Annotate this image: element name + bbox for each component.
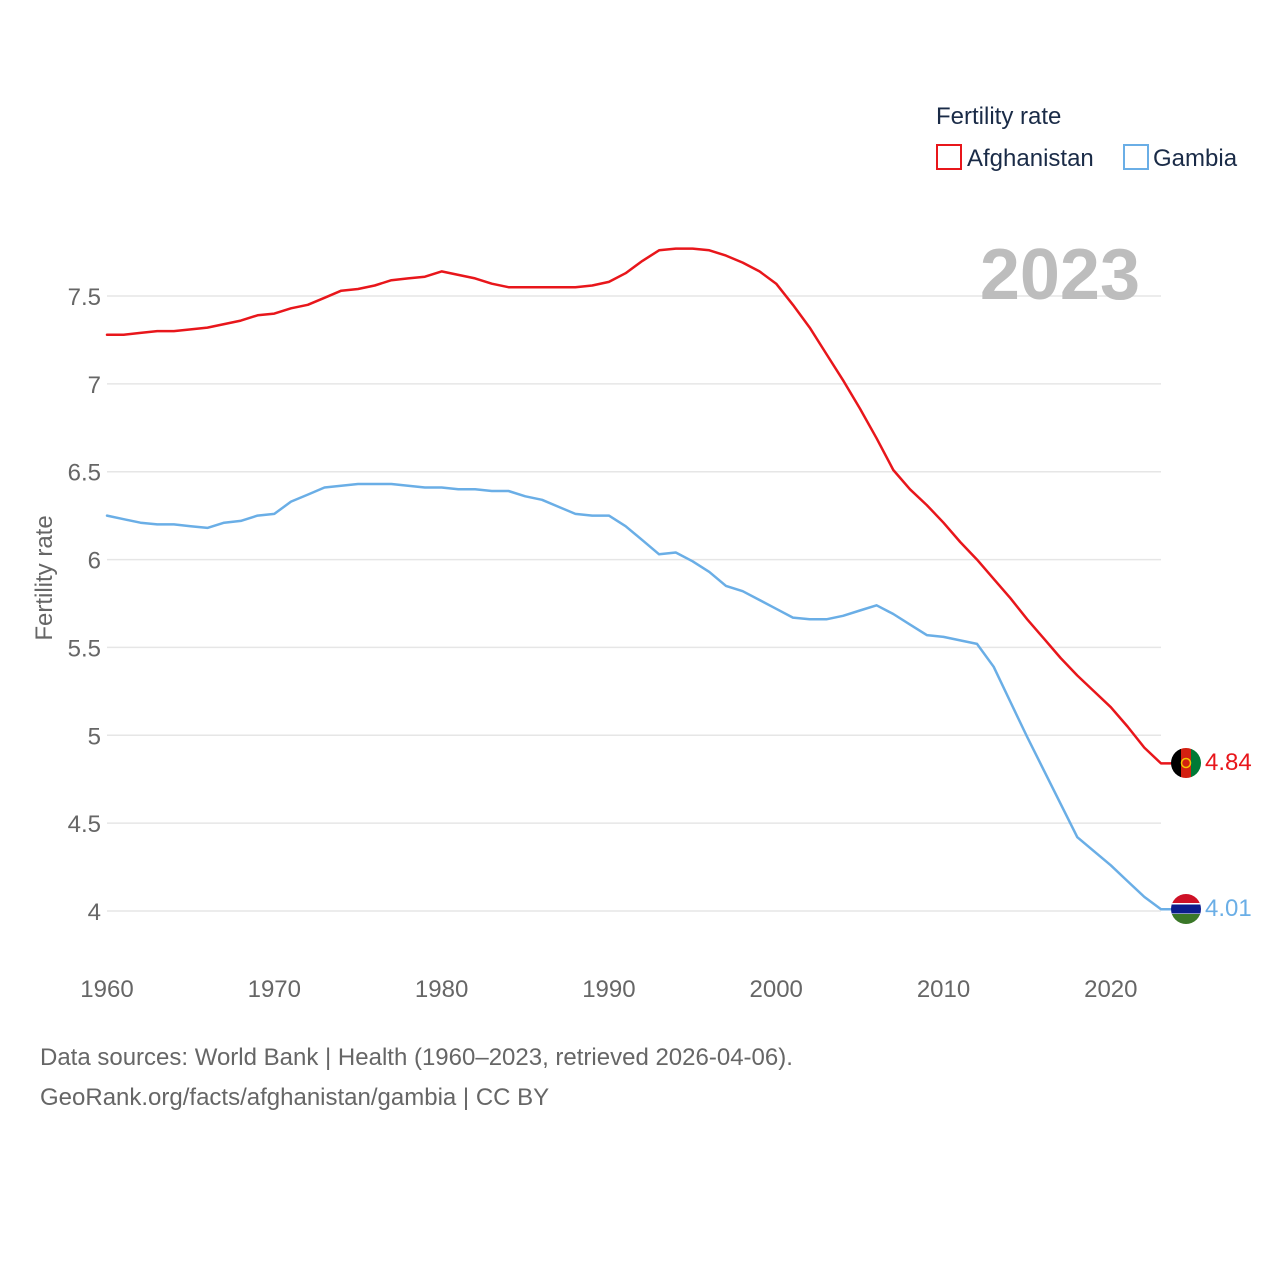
footer-credit[interactable]: GeoRank.org/facts/afghanistan/gambia | C… — [40, 1084, 550, 1111]
series-lines — [105, 247, 1173, 911]
x-tick-label: 1960 — [80, 976, 133, 1003]
legend-swatch-afghanistan — [936, 144, 962, 170]
x-axis: 1960 1970 1980 1990 2000 2010 2020 — [80, 976, 1137, 1003]
series-line-afghanistan[interactable] — [105, 247, 1173, 765]
y-axis: 4 4.5 5 5.5 6 6.5 7 7.5 — [68, 284, 101, 926]
afghanistan-flag-icon — [1171, 748, 1201, 778]
y-tick-label: 5 — [88, 723, 101, 750]
legend-label-gambia: Gambia — [1153, 145, 1238, 172]
y-tick-label: 7 — [88, 372, 101, 399]
legend-title: Fertility rate — [936, 103, 1061, 130]
end-label-afghanistan: 4.84 — [1205, 749, 1252, 776]
legend-item-afghanistan[interactable]: Afghanistan — [936, 144, 1094, 172]
y-axis-title: Fertility rate — [31, 515, 58, 640]
gambia-flag-icon — [1171, 894, 1201, 924]
y-tick-label: 7.5 — [68, 284, 101, 311]
y-tick-label: 4.5 — [68, 811, 101, 838]
series-line-gambia[interactable] — [105, 482, 1173, 911]
current-year-label: 2023 — [980, 235, 1140, 315]
legend-item-gambia[interactable]: Gambia — [1123, 144, 1238, 172]
legend-label-afghanistan: Afghanistan — [967, 145, 1094, 172]
grid-lines — [107, 295, 1161, 912]
end-label-gambia: 4.01 — [1205, 895, 1252, 922]
legend[interactable]: Fertility rate Afghanistan Gambia — [936, 103, 1238, 172]
x-tick-label: 2020 — [1084, 976, 1137, 1003]
x-tick-label: 1990 — [582, 976, 635, 1003]
y-tick-label: 6 — [88, 548, 101, 575]
x-tick-label: 2000 — [750, 976, 803, 1003]
x-tick-label: 1980 — [415, 976, 468, 1003]
y-tick-label: 6.5 — [68, 460, 101, 487]
legend-swatch-gambia — [1123, 144, 1149, 170]
y-tick-label: 5.5 — [68, 635, 101, 662]
x-tick-label: 2010 — [917, 976, 970, 1003]
footer-source: Data sources: World Bank | Health (1960–… — [40, 1044, 793, 1071]
y-tick-label: 4 — [88, 899, 101, 926]
x-tick-label: 1970 — [248, 976, 301, 1003]
